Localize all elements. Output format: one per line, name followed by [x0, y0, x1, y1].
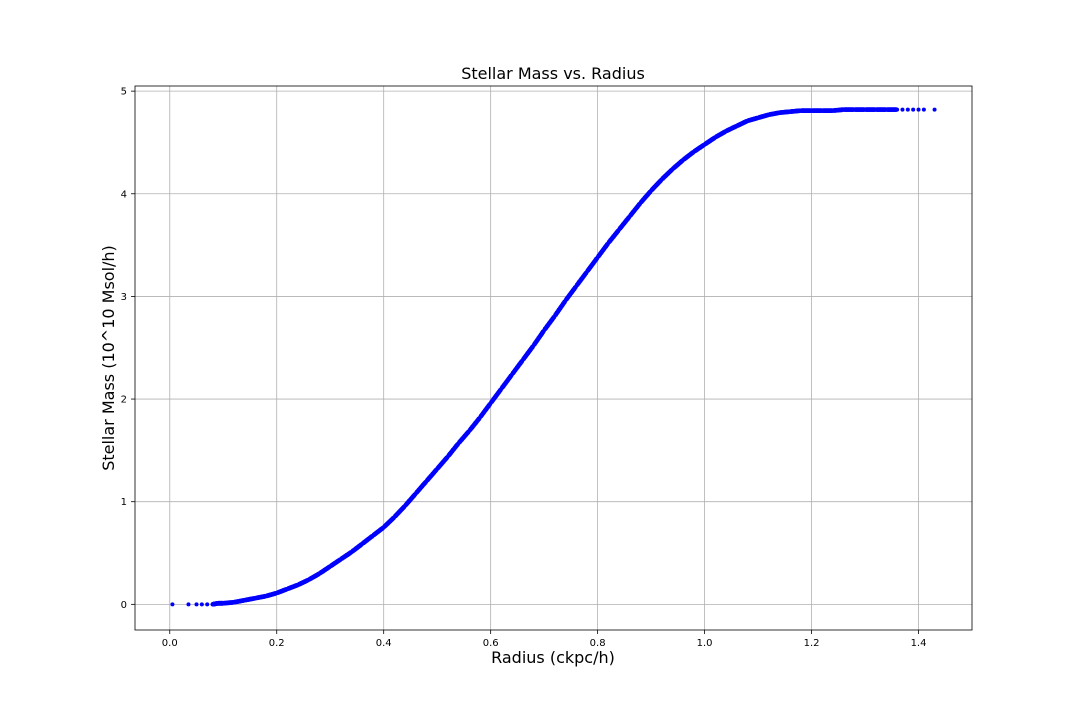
y-tick-label: 5 [121, 87, 127, 98]
y-tick-label: 1 [121, 497, 127, 508]
data-point [916, 107, 921, 112]
x-axis-label: Radius (ckpc/h) [491, 648, 615, 667]
data-point [932, 107, 937, 112]
data-point [194, 602, 199, 607]
chart-title: Stellar Mass vs. Radius [461, 64, 645, 83]
data-point [205, 602, 210, 607]
axis-ticks: 0.0 0.2 0.4 0.6 0.8 1.0 1.2 1.4 0 1 2 3 4 5 [121, 87, 927, 649]
x-tick-label: 0.6 [483, 638, 499, 649]
data-point [186, 602, 191, 607]
y-tick-label: 3 [121, 292, 127, 303]
y-tick-label: 0 [121, 600, 127, 611]
x-tick-label: 1.0 [697, 638, 713, 649]
data-point [900, 107, 905, 112]
data-point [893, 107, 899, 113]
data-point [905, 107, 910, 112]
x-tick-label: 1.2 [804, 638, 820, 649]
y-tick-label: 4 [121, 189, 127, 200]
x-tick-label: 0.4 [376, 638, 392, 649]
y-axis-label: Stellar Mass (10^10 Msol/h) [99, 245, 118, 471]
data-point-band [210, 107, 899, 607]
x-tick-label: 0.2 [269, 638, 285, 649]
x-tick-label: 0.8 [590, 638, 606, 649]
data-points [170, 107, 937, 607]
x-tick-label: 1.4 [911, 638, 927, 649]
x-tick-label: 0.0 [162, 638, 178, 649]
data-point [921, 107, 926, 112]
data-point [170, 602, 175, 607]
grid-lines [135, 86, 972, 630]
plot-frame [134, 85, 973, 631]
data-point [911, 107, 916, 112]
data-point [199, 602, 204, 607]
y-tick-label: 2 [121, 395, 127, 406]
